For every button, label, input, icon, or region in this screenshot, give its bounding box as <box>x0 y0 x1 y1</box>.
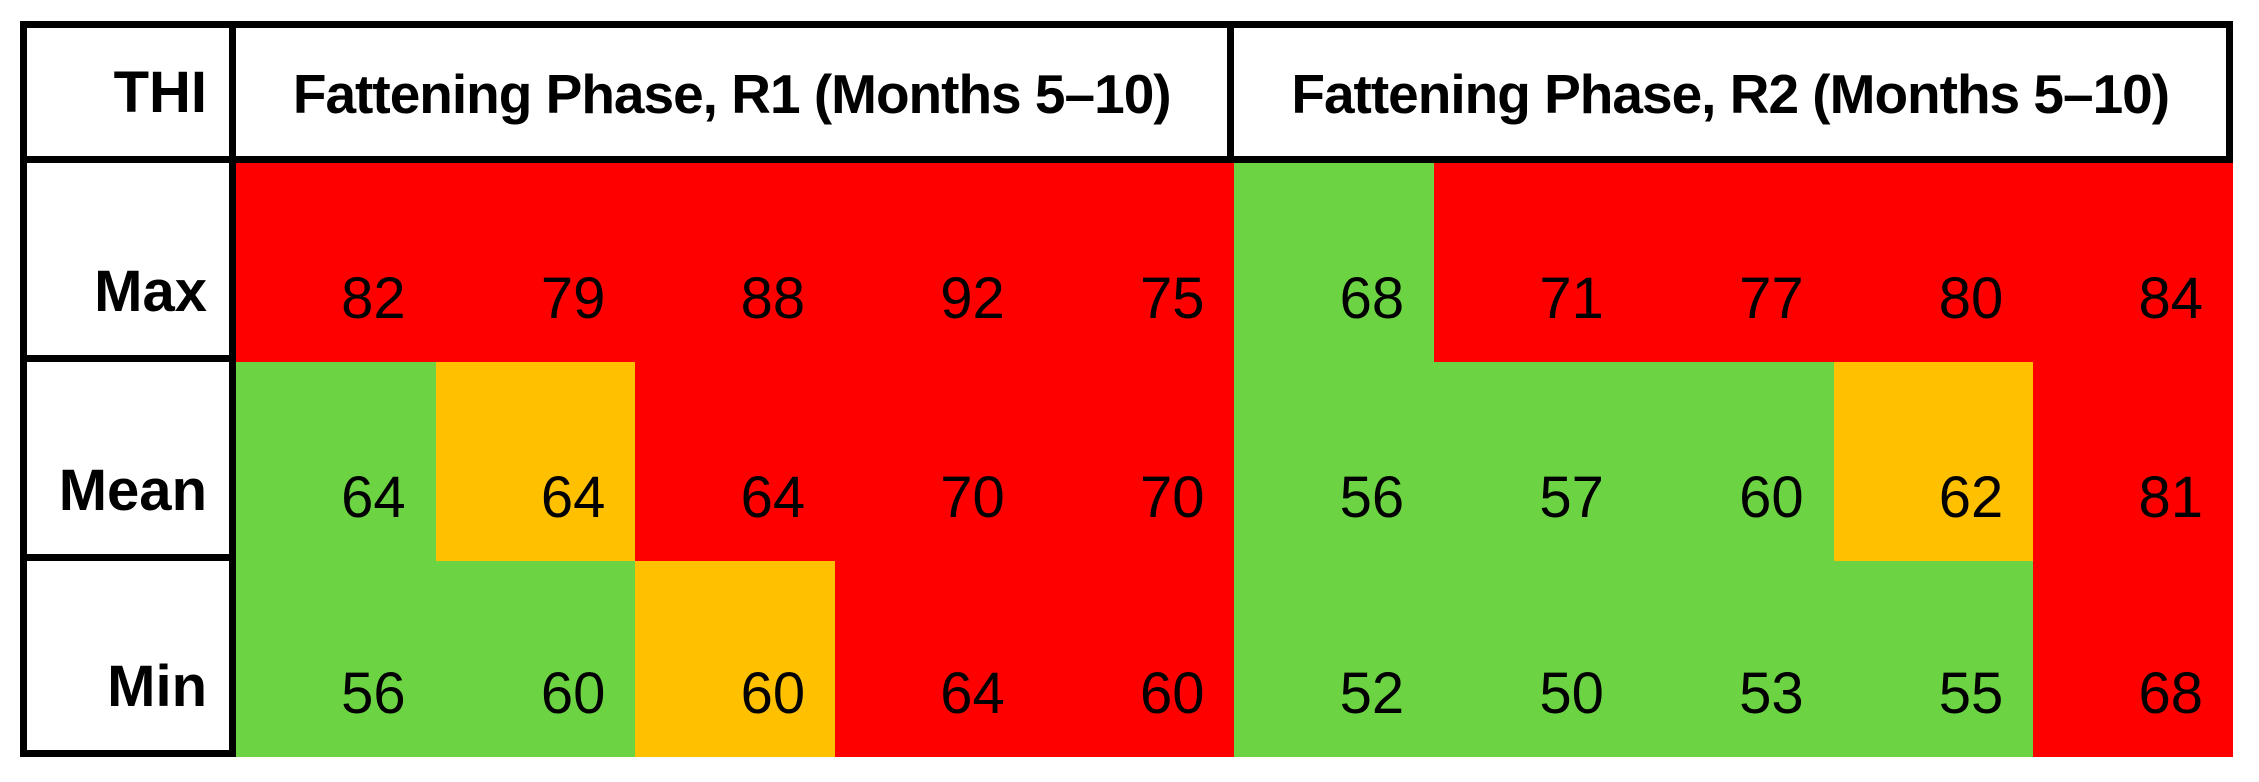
thi-cell-max-r1-2: 79 <box>435 163 636 362</box>
thi-cell-max-r2-5: 84 <box>2033 163 2233 362</box>
thi-cell-min-r2-1: 52 <box>1234 561 1435 757</box>
thi-cell-max-r1-4: 92 <box>835 163 1035 362</box>
thi-cell-min-r2-2: 50 <box>1434 561 1634 757</box>
thi-cell-min-r2-3: 53 <box>1633 561 1834 757</box>
thi-cell-max-r1-1: 82 <box>236 163 436 362</box>
thi-cell-mean-r2-5: 81 <box>2033 362 2233 561</box>
corner-header-thi: THI <box>20 21 236 163</box>
thi-cell-mean-r1-4: 70 <box>835 362 1035 561</box>
thi-cell-mean-r2-2: 57 <box>1434 362 1634 561</box>
thi-cell-max-r2-2: 71 <box>1434 163 1634 362</box>
thi-cell-mean-r1-1: 64 <box>236 362 436 561</box>
thi-cell-min-r2-5: 68 <box>2033 561 2233 757</box>
thi-cell-min-r1-2: 60 <box>435 561 636 757</box>
thi-cell-mean-r1-5: 70 <box>1034 362 1235 561</box>
thi-cell-min-r1-1: 56 <box>236 561 436 757</box>
thi-cell-max-r2-4: 80 <box>1833 163 2034 362</box>
thi-cell-max-r2-1: 68 <box>1234 163 1435 362</box>
thi-cell-min-r1-4: 64 <box>835 561 1035 757</box>
thi-cell-max-r2-3: 77 <box>1633 163 1834 362</box>
thi-cell-mean-r2-1: 56 <box>1234 362 1435 561</box>
thi-cell-mean-r1-3: 64 <box>635 362 836 561</box>
thi-cell-max-r1-3: 88 <box>635 163 836 362</box>
thi-cell-min-r1-3: 60 <box>635 561 836 757</box>
thi-cell-mean-r2-4: 62 <box>1833 362 2034 561</box>
row-label-mean: Mean <box>20 362 236 561</box>
thi-cell-max-r1-5: 75 <box>1034 163 1235 362</box>
row-label-max: Max <box>20 163 236 362</box>
thi-cell-mean-r2-3: 60 <box>1633 362 1834 561</box>
thi-heatmap-table: THI Fattening Phase, R1 (Months 5–10) Fa… <box>20 21 2233 757</box>
section-header-r2: Fattening Phase, R2 (Months 5–10) <box>1234 21 2233 163</box>
row-label-min: Min <box>20 561 236 757</box>
thi-cell-min-r2-4: 55 <box>1833 561 2034 757</box>
thi-cell-min-r1-5: 60 <box>1034 561 1235 757</box>
thi-cell-mean-r1-2: 64 <box>435 362 636 561</box>
section-header-r1: Fattening Phase, R1 (Months 5–10) <box>236 21 1235 163</box>
